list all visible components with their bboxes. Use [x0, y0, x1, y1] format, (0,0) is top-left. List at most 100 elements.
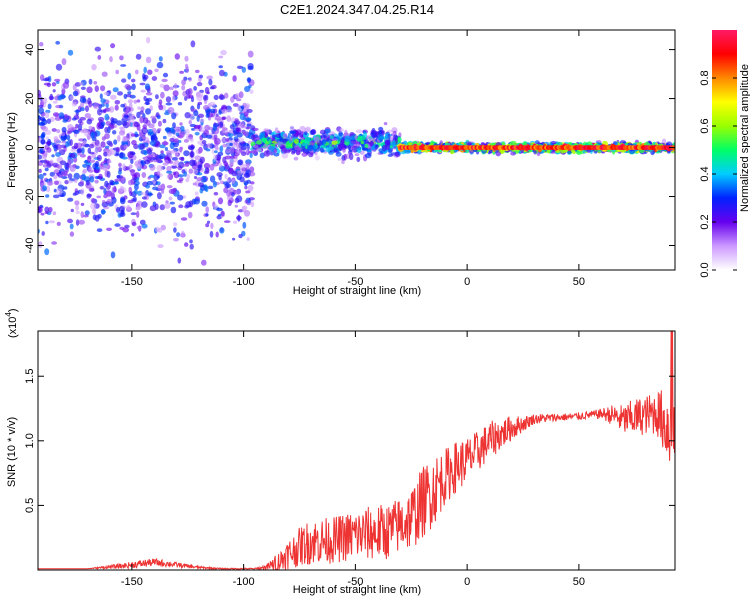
spectral-point — [343, 153, 347, 161]
spectral-point — [79, 154, 86, 158]
spectral-point — [206, 143, 213, 148]
spectral-point — [384, 140, 390, 145]
spectral-point — [509, 140, 517, 147]
spectral-point — [173, 83, 178, 90]
spectral-point — [185, 66, 189, 73]
spectral-point — [244, 199, 248, 204]
spectral-point — [72, 192, 77, 196]
spectral-point — [133, 189, 138, 195]
spectral-point — [135, 69, 139, 75]
spectral-point — [176, 232, 181, 238]
spectral-point — [193, 86, 198, 91]
spectral-point — [226, 190, 232, 197]
spectral-point — [209, 108, 216, 114]
spectral-point — [231, 192, 235, 197]
spectral-point — [110, 94, 117, 100]
spectral-point — [145, 108, 151, 115]
snr-y-multiplier-base: (x10 — [7, 317, 19, 338]
spectral-point — [94, 85, 100, 92]
spectral-point — [404, 149, 412, 154]
spectral-point — [172, 90, 179, 97]
spectral-point — [73, 178, 78, 183]
spectral-point — [95, 144, 102, 152]
spectral-point — [46, 162, 52, 168]
spectral-point — [274, 127, 279, 134]
spectral-point — [178, 177, 184, 182]
spectral-point — [246, 237, 250, 241]
spectral-point — [339, 128, 344, 132]
spectral-point — [174, 53, 180, 60]
spectral-point — [221, 137, 228, 143]
spectral-point — [151, 76, 158, 81]
chart-title: C2E1.2024.347.04.25.R14 — [280, 2, 434, 17]
spectral-point — [177, 194, 184, 201]
spectral-point — [46, 118, 52, 124]
spectral-point — [115, 120, 123, 126]
spectral-point — [363, 132, 368, 138]
spectral-point — [124, 109, 129, 116]
spectral-point — [175, 128, 182, 133]
spectral-point — [90, 202, 97, 210]
spectral-point — [144, 83, 151, 90]
spectral-point — [167, 132, 173, 137]
spectral-point — [162, 72, 169, 78]
spectral-point — [179, 122, 183, 126]
spectral-point — [61, 126, 67, 134]
spectral-point — [75, 210, 80, 215]
spectral-point — [127, 199, 134, 204]
spectral-point — [120, 64, 127, 67]
spectrogram-frame — [37, 29, 676, 271]
spectral-point — [140, 89, 146, 93]
spectral-point — [209, 86, 215, 90]
spectral-point — [261, 131, 266, 138]
spectral-point — [67, 158, 73, 165]
spectral-point — [279, 137, 283, 143]
spectral-point — [142, 124, 147, 129]
spectral-point — [301, 152, 307, 157]
spectral-point — [131, 221, 137, 227]
spectral-point — [293, 138, 299, 144]
spectral-point — [377, 134, 385, 141]
spectral-point — [222, 144, 228, 148]
spectral-point — [273, 152, 280, 157]
spectral-point — [114, 153, 120, 157]
spectral-point — [349, 153, 354, 161]
spectral-point — [215, 231, 219, 238]
spectral-point — [145, 92, 153, 96]
spectral-point — [65, 162, 70, 169]
spectral-point — [289, 125, 295, 131]
spectral-point — [94, 46, 102, 52]
spectral-point — [212, 180, 217, 188]
spectral-point — [268, 145, 275, 151]
spectral-point — [96, 195, 101, 199]
spectrogram-y-label: Frequency (Hz) — [6, 112, 18, 188]
spectral-point — [130, 133, 136, 137]
spectral-point — [350, 135, 354, 141]
spectral-point — [201, 140, 207, 145]
spectral-point — [200, 176, 207, 183]
spectral-point — [137, 106, 141, 110]
spectral-point — [106, 227, 112, 231]
spectral-point — [135, 53, 142, 60]
spectral-point — [185, 201, 192, 208]
spectral-point — [88, 78, 93, 85]
spectral-point — [190, 96, 195, 103]
spectral-point — [81, 147, 85, 155]
spectral-point — [163, 84, 170, 92]
spectral-point — [42, 185, 47, 192]
spectral-point — [55, 63, 63, 71]
spectral-point — [210, 222, 214, 230]
spectral-point — [250, 201, 255, 208]
spectral-point — [385, 135, 389, 140]
spectral-point — [335, 151, 342, 157]
spectral-point — [141, 164, 148, 170]
spectral-point — [114, 100, 121, 105]
spectral-point — [256, 148, 263, 152]
spectral-point — [312, 144, 317, 152]
spectral-point — [200, 125, 204, 133]
spectral-point — [82, 168, 88, 174]
spectral-point — [130, 212, 137, 216]
spectral-point — [56, 188, 63, 196]
spectral-point — [155, 159, 163, 163]
spectral-point — [80, 211, 85, 219]
